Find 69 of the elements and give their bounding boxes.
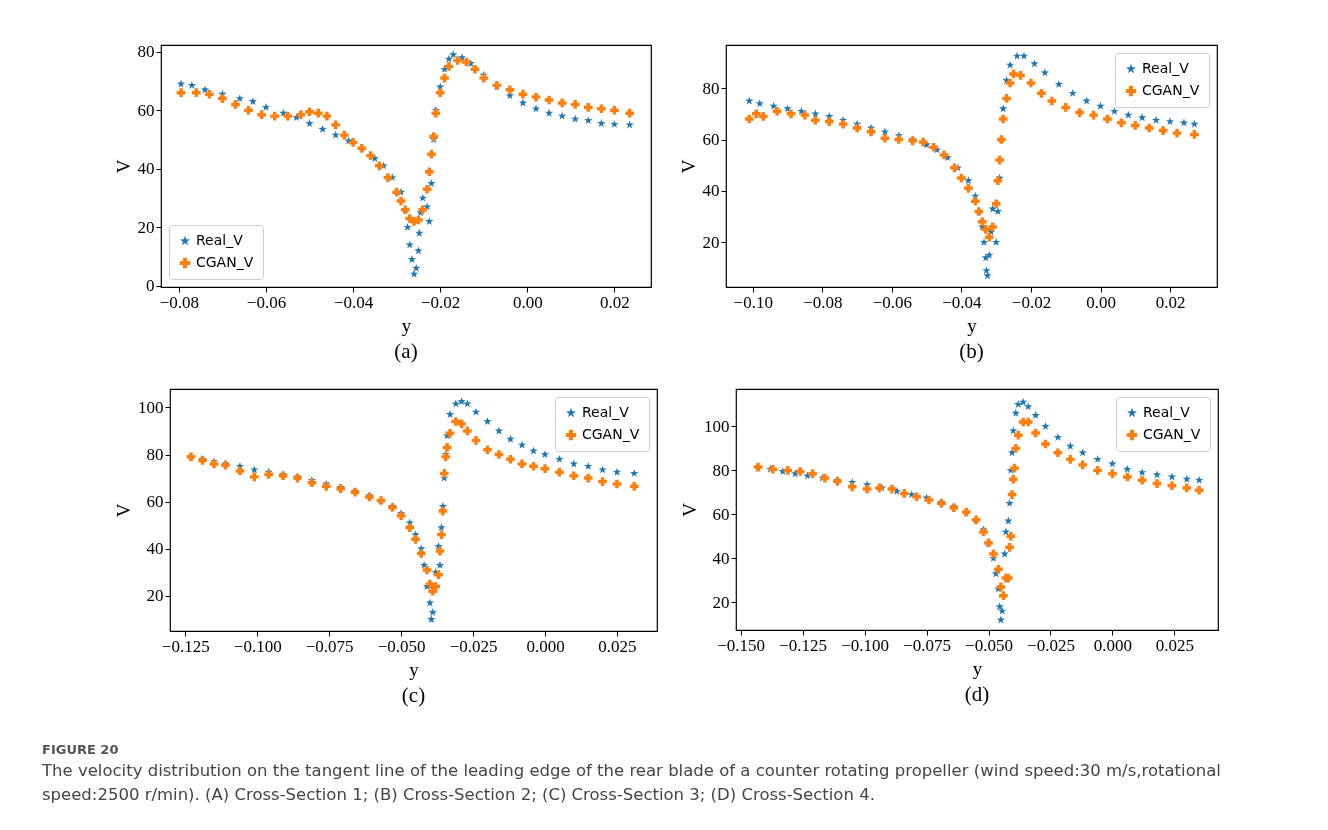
y-tick-label: 40 (146, 539, 164, 559)
x-tick-label: −0.100 (841, 635, 890, 655)
text: (b) (959, 339, 984, 363)
x-tick-label: −0.075 (903, 635, 951, 655)
x-tick-label: −0.08 (159, 292, 200, 312)
legend-label: CGAN_V (196, 254, 254, 270)
y-tick-label: 20 (146, 586, 164, 606)
x-tick-label: 0.025 (1155, 635, 1195, 655)
x-tick-label: −0.150 (717, 635, 766, 655)
x-axis-title: y (972, 657, 983, 679)
x-tick-label: 0.00 (1086, 292, 1116, 312)
text: The velocity distribution on the tangent line of the leading edge of the rear blade of a counter rotating propeller (wind speed:30 m/s,rotational speed:2500 r/min). (A) Cross-Section 1; (B) Cross-Section 2; (C) Cross-Section 3; (D) Cross-Section 4. (42, 760, 1222, 806)
x-tick-label: −0.050 (377, 636, 426, 656)
y-tick-label: 20 (702, 232, 720, 252)
legend-label: CGAN_V (582, 426, 640, 442)
x-tick-label: 0.00 (512, 292, 543, 312)
legend-label: CGAN_V (1142, 82, 1200, 98)
y-tick-label: 60 (712, 504, 730, 524)
y-tick-label: 80 (146, 445, 164, 465)
y-axis-title: V (113, 503, 134, 518)
y-tick-label: 20 (712, 592, 730, 612)
legend-label: Real_V (1142, 60, 1190, 76)
x-tick-label: 0.025 (598, 636, 637, 656)
y-tick-label: 80 (137, 42, 155, 62)
legend-label: Real_V (582, 404, 630, 420)
y-tick-label: 60 (137, 100, 155, 120)
x-tick-label: −0.100 (233, 636, 282, 656)
y-tick-label: 40 (712, 548, 730, 568)
x-axis-title: y (409, 658, 420, 680)
y-tick-label: 80 (702, 78, 720, 98)
y-axis-title: V (677, 159, 699, 174)
x-tick-label: −0.06 (246, 292, 287, 312)
y-tick-label: 100 (704, 416, 730, 436)
x-tick-label: −0.06 (872, 292, 913, 312)
y-axis-title: V (112, 159, 134, 174)
x-tick-label: −0.04 (333, 292, 374, 312)
x-tick-label: −0.125 (161, 636, 210, 656)
x-tick-label: −0.050 (965, 635, 1013, 655)
y-tick-label: 40 (702, 181, 720, 201)
x-axis-title: y (401, 314, 412, 336)
x-tick-label: 0.02 (1155, 292, 1186, 312)
y-tick-label: 80 (712, 460, 730, 480)
text: (a) (394, 339, 418, 363)
x-tick-label: −0.04 (942, 292, 983, 312)
x-tick-label: 0.000 (526, 636, 565, 656)
x-tick-label: −0.025 (449, 636, 498, 656)
x-tick-label: 0.000 (1093, 635, 1133, 655)
x-axis-title: y (967, 314, 978, 336)
y-tick-label: 20 (137, 217, 155, 237)
x-tick-label: −0.08 (803, 292, 843, 312)
x-tick-label: −0.075 (305, 636, 354, 656)
legend-label: Real_V (196, 232, 244, 248)
x-tick-label: −0.125 (779, 635, 828, 655)
y-tick-label: 100 (138, 397, 164, 417)
text: (d) (964, 682, 990, 706)
legend-label: CGAN_V (1143, 426, 1201, 442)
text: (c) (401, 683, 426, 707)
x-tick-label: 0.02 (600, 292, 630, 312)
y-tick-label: 40 (137, 159, 155, 179)
y-tick-label: 0 (146, 276, 155, 296)
y-tick-label: 60 (146, 492, 164, 512)
x-tick-label: −0.02 (1011, 292, 1052, 312)
y-axis-title: V (679, 502, 700, 517)
x-tick-label: −0.10 (733, 292, 773, 312)
y-tick-label: 60 (702, 130, 720, 150)
x-tick-label: −0.025 (1027, 635, 1075, 655)
x-tick-label: −0.02 (421, 292, 461, 312)
legend-label: Real_V (1143, 404, 1191, 420)
caption: FIGURE 20 (42, 742, 120, 757)
